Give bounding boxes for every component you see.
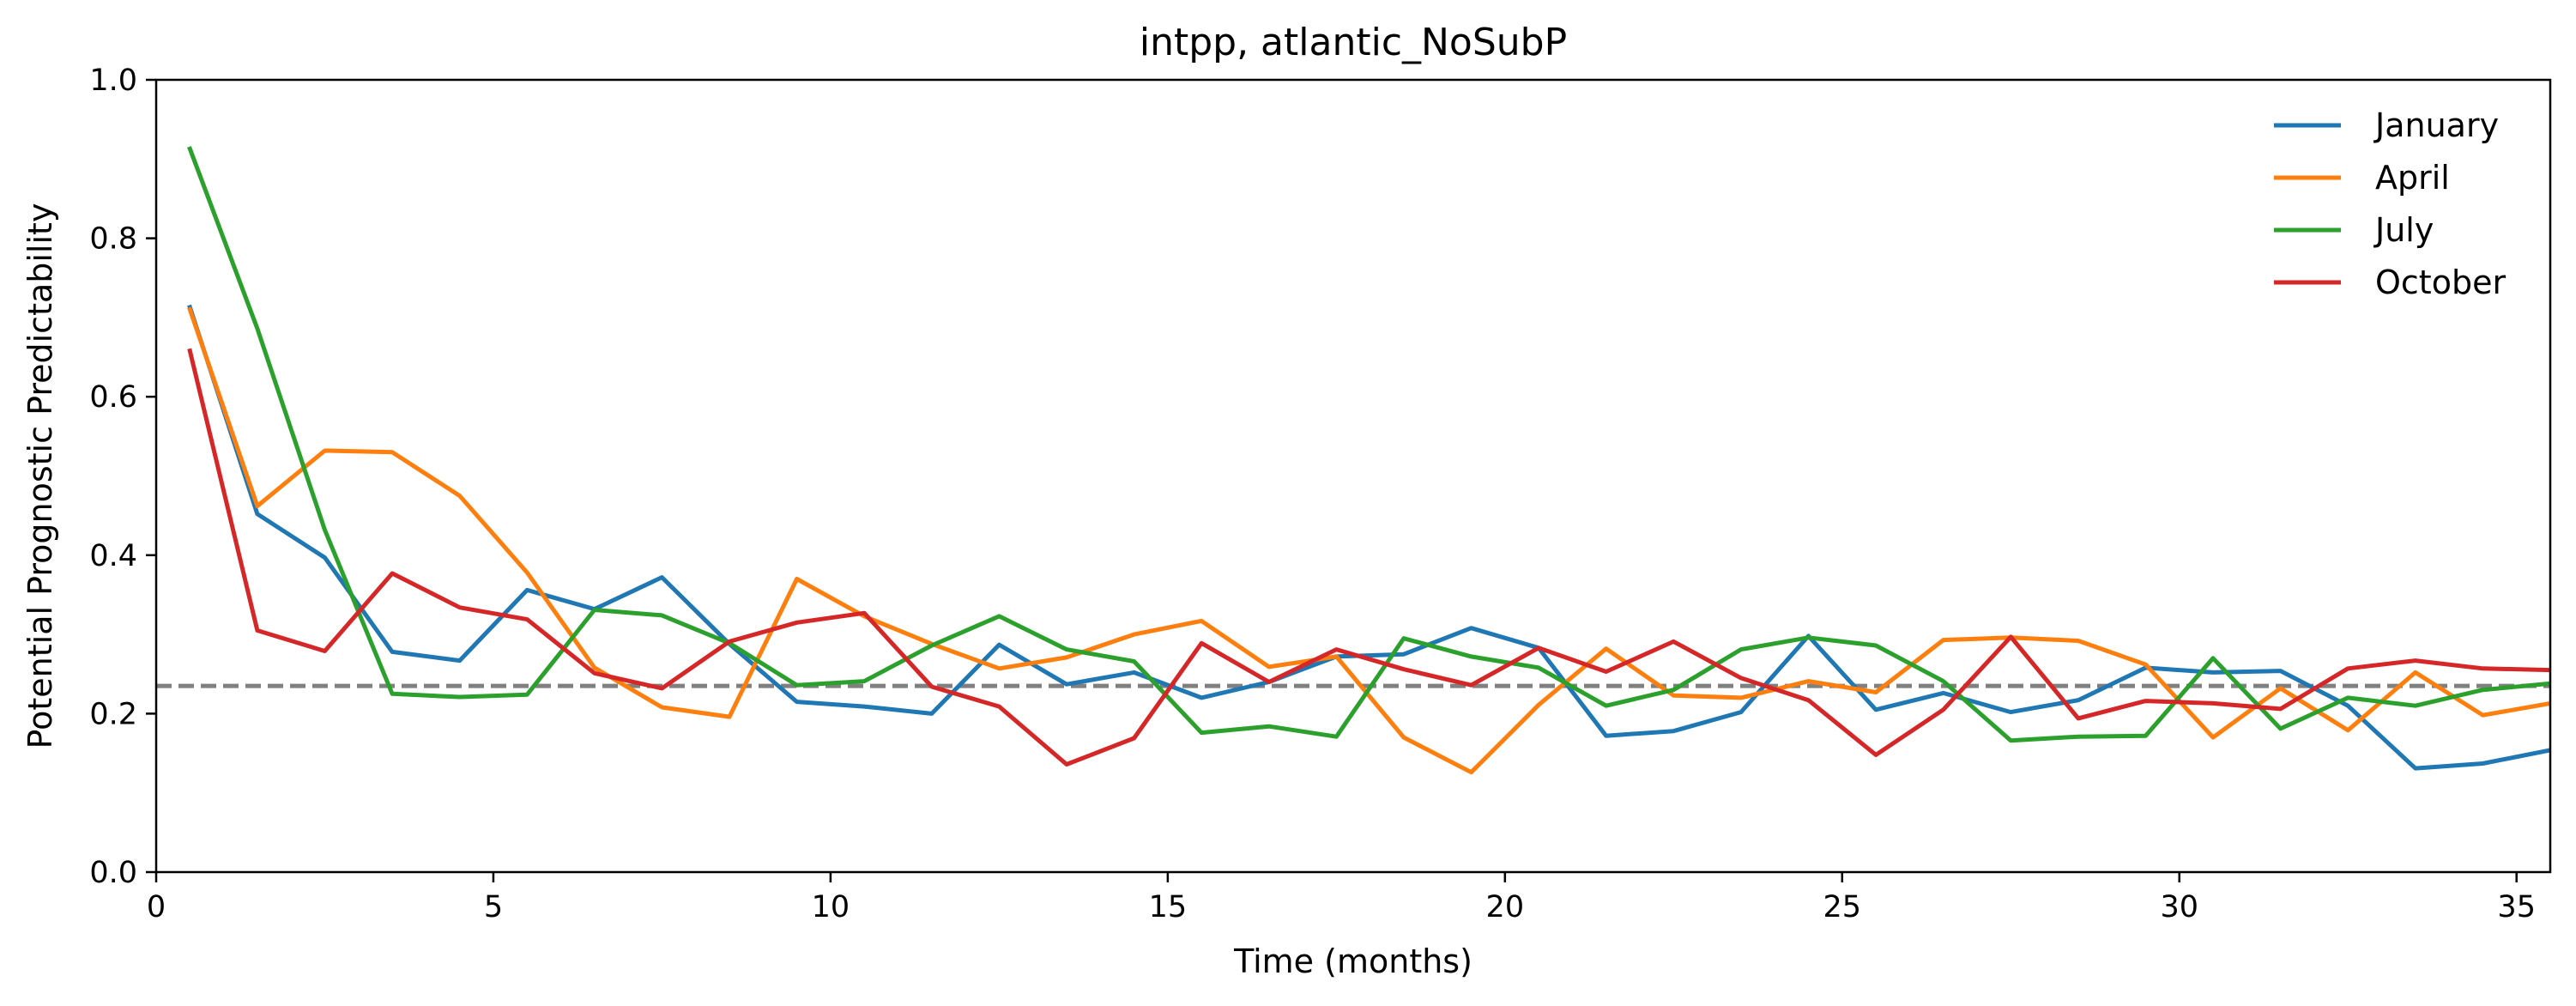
- series-line-october: [187, 348, 2550, 767]
- x-tick-label: 10: [812, 890, 850, 924]
- series-line-july: [187, 146, 2550, 743]
- x-tick-label: 35: [2497, 890, 2536, 924]
- legend-label-october: October: [2375, 264, 2506, 301]
- y-tick-label: 0.2: [89, 697, 137, 731]
- plot-frame: [154, 78, 2552, 874]
- series-line-april: [187, 306, 2550, 775]
- y-tick-label: 0.6: [89, 380, 137, 415]
- x-tick-label: 15: [1149, 890, 1188, 924]
- series-line-january: [187, 304, 2550, 771]
- legend-label-january: January: [2373, 106, 2499, 144]
- x-tick-label: 20: [1486, 890, 1525, 924]
- x-tick-label: 30: [2160, 890, 2198, 924]
- y-tick-label: 0.0: [89, 856, 137, 890]
- y-tick-label: 0.4: [89, 539, 137, 573]
- x-tick-label: 5: [484, 890, 503, 924]
- x-axis-label: Time (months): [1233, 942, 1472, 980]
- x-axis: 0 5 10 15 20 25 30 35: [147, 872, 2536, 924]
- legend-label-july: July: [2373, 211, 2434, 249]
- series-layer: [187, 146, 2550, 775]
- legend-label-april: April: [2375, 159, 2450, 197]
- y-axis: 0.0 0.2 0.4 0.6 0.8 1.0: [89, 64, 156, 890]
- y-tick-label: 0.8: [89, 222, 137, 257]
- legend: January April July October: [2274, 106, 2506, 301]
- x-tick-label: 25: [1823, 890, 1862, 924]
- x-tick-label: 0: [147, 890, 166, 924]
- y-axis-label: Potential Prognostic Predictability: [21, 203, 59, 749]
- chart-title: intpp, atlantic_NoSubP: [1140, 21, 1567, 64]
- y-tick-label: 1.0: [89, 64, 137, 98]
